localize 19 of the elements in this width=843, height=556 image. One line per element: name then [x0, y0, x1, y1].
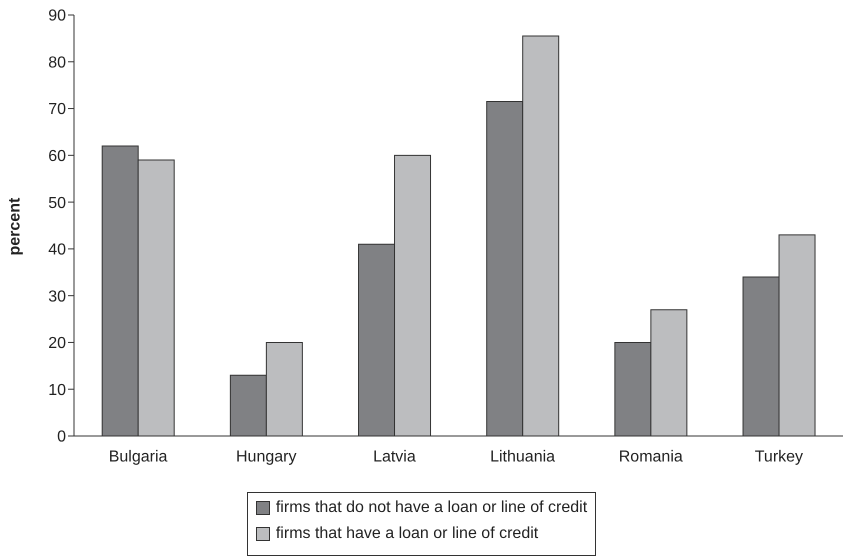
- y-tick-label: 0: [57, 428, 66, 446]
- y-tick-label: 40: [48, 242, 66, 259]
- x-tick-label: Hungary: [236, 448, 296, 466]
- y-tick-label: 20: [48, 335, 66, 352]
- y-tick-label: 60: [48, 148, 66, 166]
- y-tick-label: 70: [48, 101, 66, 118]
- x-tick-label: Bulgaria: [108, 448, 168, 466]
- x-tick-label: Lithuania: [490, 448, 556, 466]
- y-axis-title: percent: [6, 197, 24, 256]
- x-tick-label: Latvia: [373, 448, 416, 466]
- legend-label: firms that have a loan or line of credit: [276, 525, 538, 543]
- x-tick-label: Romania: [618, 448, 683, 466]
- x-tick-label: Turkey: [754, 448, 804, 466]
- y-tick-label: 10: [48, 382, 66, 399]
- y-tick-label: 80: [48, 54, 66, 72]
- y-tick-label: 30: [48, 288, 66, 306]
- legend-label: firms that do not have a loan or line of credit: [276, 499, 588, 517]
- y-tick-label: 90: [48, 8, 66, 25]
- y-tick-label: 50: [48, 194, 66, 212]
